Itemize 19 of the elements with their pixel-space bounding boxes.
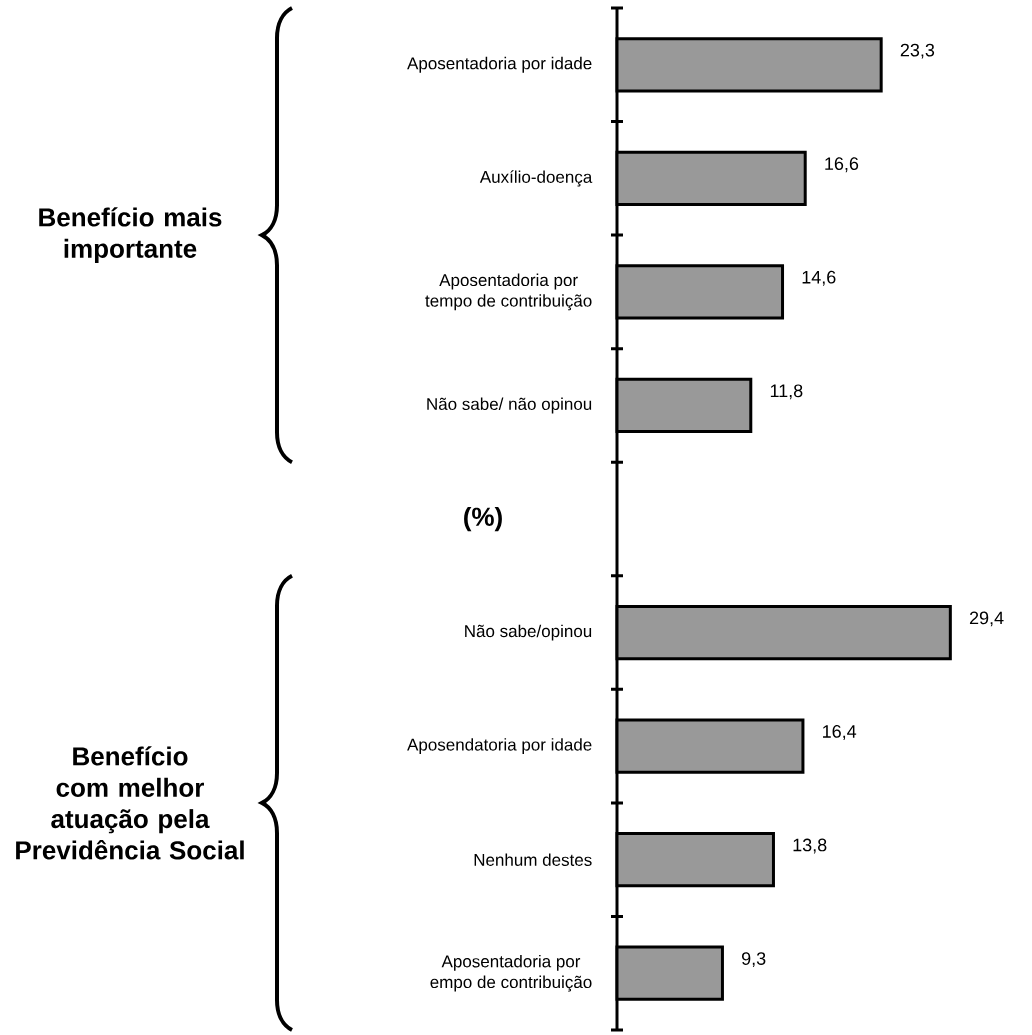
y-tick-label: Aposendatoria por idade [407, 738, 592, 755]
data-label: 16,6 [825, 157, 859, 173]
x-axis-title: (%) [464, 506, 502, 532]
data-label: 11,8 [770, 384, 803, 400]
y-tick-label: Não sabe/opinou [465, 624, 592, 641]
data-label: 9,3 [741, 952, 766, 968]
data-label: 29,4 [969, 611, 1004, 627]
text: Benefício com melhor atuação pela Previdência Social [16, 746, 244, 860]
y-tick-label: Nenhum destes [474, 853, 592, 866]
y-tick-label: Aposentadoria por idade [407, 56, 592, 73]
y-tick-label: Auxílio-doença [479, 170, 593, 187]
y-tick-label: Aposentadoria por tempo de contribuição [425, 273, 592, 311]
y-tick-label: Aposentadoria por empo de contribuição [430, 954, 592, 992]
data-label: 23,3 [900, 43, 935, 59]
data-label: 13,8 [793, 838, 827, 854]
data-label: 16,4 [823, 725, 857, 740]
y-tick-label: Não sabe/ não opinou [427, 397, 592, 414]
data-label: 14,6 [802, 270, 836, 286]
text: Benefício mais importante [39, 207, 222, 264]
